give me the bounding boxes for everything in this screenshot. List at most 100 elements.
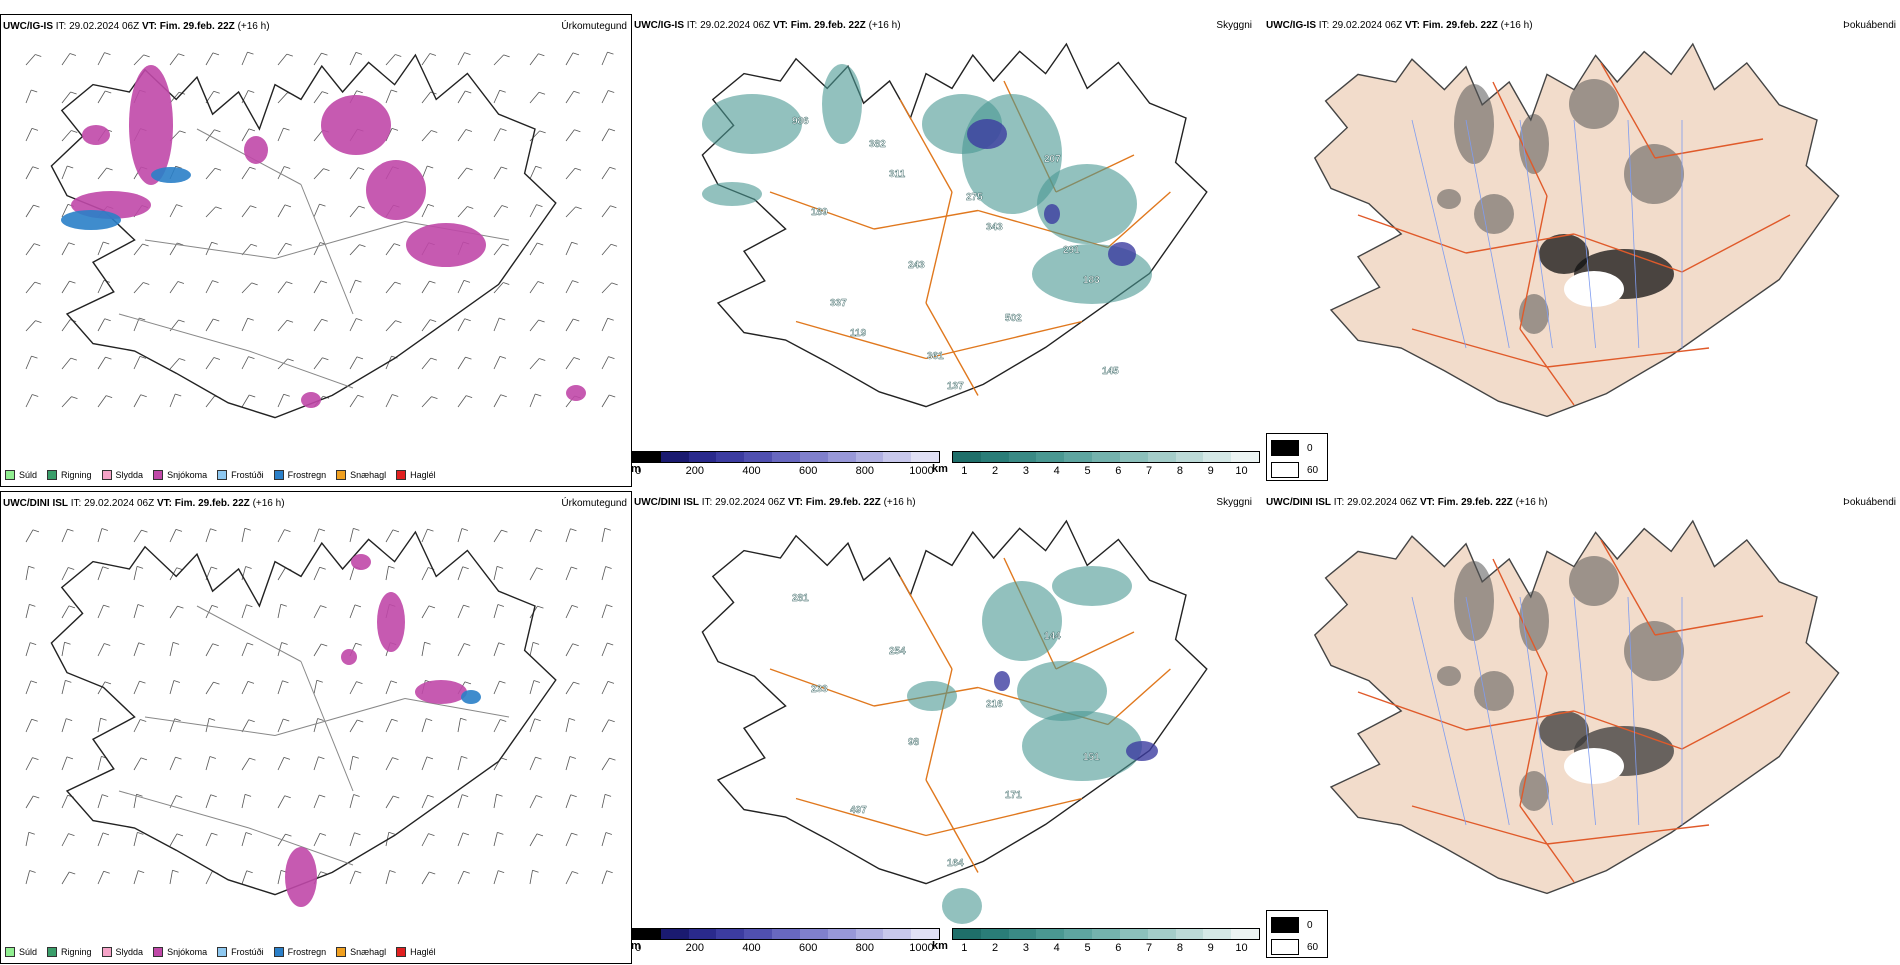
wind-barb: [205, 643, 214, 657]
wind-barb: [313, 680, 318, 695]
road: [1519, 195, 1548, 330]
wind-barb: [30, 642, 37, 646]
wind-barb: [502, 243, 509, 247]
wind-barb: [25, 680, 32, 695]
road: [1357, 691, 1467, 731]
wind-barb: [421, 130, 432, 142]
wind-barb: [391, 89, 398, 93]
wind-barb: [601, 205, 611, 218]
panel-title: UWC/DINI ISL IT: 29.02.2024 06Z VT: Fim.…: [3, 498, 285, 509]
wind-barb: [205, 528, 211, 543]
wind-barb: [385, 281, 396, 294]
legend-swatch: [273, 470, 284, 480]
road: [1654, 138, 1764, 159]
wind-barb: [25, 281, 36, 294]
road: [274, 698, 406, 736]
wind-barb: [500, 128, 507, 131]
cbar-strip-m: [632, 451, 940, 463]
wind-barb: [500, 757, 508, 761]
wind-barb: [457, 794, 463, 809]
cbar-cell: [1203, 929, 1232, 939]
wind-barb: [427, 794, 434, 798]
cbar-tick: 1: [961, 465, 968, 477]
legend-swatch: [273, 947, 284, 957]
cbar-cell: [1119, 929, 1148, 939]
wind-barb: [313, 528, 320, 543]
wind-barb: [503, 282, 510, 285]
wind-barb: [241, 757, 250, 771]
wind-barb: [212, 280, 219, 283]
wind-barb: [385, 680, 392, 695]
wind-barb: [61, 357, 72, 370]
wind-barb: [500, 394, 507, 398]
wind-barb: [319, 832, 327, 836]
wind-barb: [499, 317, 506, 321]
cbar-unit-m: m: [631, 940, 641, 952]
wind-barb: [573, 318, 580, 322]
cbar-strip-km: [952, 928, 1260, 940]
cbar-tick: 1000: [909, 942, 934, 954]
panel-title: UWC/IG-IS IT: 29.02.2024 06Z VT: Fim. 29…: [634, 20, 901, 31]
wind-barb: [604, 793, 612, 797]
legend-item: Snæhagl: [336, 947, 386, 957]
wind-barb: [25, 128, 33, 142]
wind-barb: [565, 206, 576, 218]
snow-area: [301, 392, 321, 408]
wind-barb: [247, 51, 254, 55]
wind-barb: [535, 393, 542, 397]
cbar-cell: [855, 929, 884, 939]
legend-swatch: [396, 470, 407, 480]
wind-barb: [61, 165, 68, 180]
cbar-cell: [1036, 452, 1065, 462]
legend-swatch: [101, 947, 112, 957]
wind-barb: [244, 793, 252, 797]
wind-barb: [497, 832, 504, 835]
cbar-tick: 600: [798, 465, 818, 477]
cbar-cell: [1231, 452, 1259, 462]
wind-barb: [100, 717, 107, 721]
wind-barb: [355, 279, 362, 283]
glacier: [1564, 271, 1624, 307]
wind-barb: [32, 394, 39, 397]
wind-barb: [385, 89, 392, 104]
cbar-ceiling-m: 0 200 400 600 800 1000 m: [631, 451, 940, 485]
wind-barb: [571, 566, 578, 570]
wind-barb: [565, 280, 573, 294]
wind-barb: [67, 165, 74, 169]
wind-barb: [177, 242, 184, 246]
cbar-cell: [883, 452, 912, 462]
wind-barb: [349, 566, 355, 581]
wind-barb: [205, 681, 214, 695]
cbar-cell: [827, 452, 856, 462]
cbar-cell: [688, 452, 717, 462]
legend-label: Snjókoma: [167, 470, 208, 480]
wind-barb: [241, 566, 246, 581]
wind-barb: [277, 870, 282, 885]
cbar-cell: [1092, 452, 1120, 462]
wind-barb: [67, 528, 74, 532]
fog-area: [1519, 294, 1549, 334]
wind-barb: [536, 795, 543, 798]
wind-barb: [535, 165, 542, 169]
wind-barb: [349, 318, 357, 332]
wind-barb: [68, 242, 75, 246]
ceiling-label: 337: [830, 298, 847, 309]
wind-barb: [25, 719, 33, 733]
wind-barb: [349, 604, 356, 619]
wind-barb: [177, 605, 184, 609]
precip-type-map: [25, 51, 618, 419]
wind-barb: [97, 832, 104, 847]
wind-barb: [601, 356, 609, 370]
wind-barb: [61, 871, 70, 885]
wind-barb: [573, 90, 580, 94]
legend-item: Súld: [5, 470, 37, 480]
ceiling-label: 502: [1005, 313, 1022, 324]
ceiling-label: 207: [1044, 154, 1061, 165]
wind-barb: [212, 643, 219, 647]
wind-barb: [277, 394, 285, 408]
wind-barb: [61, 567, 69, 581]
wind-barb: [391, 127, 399, 131]
wind-barb: [601, 870, 608, 885]
ceiling-label: 275: [966, 192, 983, 203]
wind-barb: [457, 832, 464, 847]
